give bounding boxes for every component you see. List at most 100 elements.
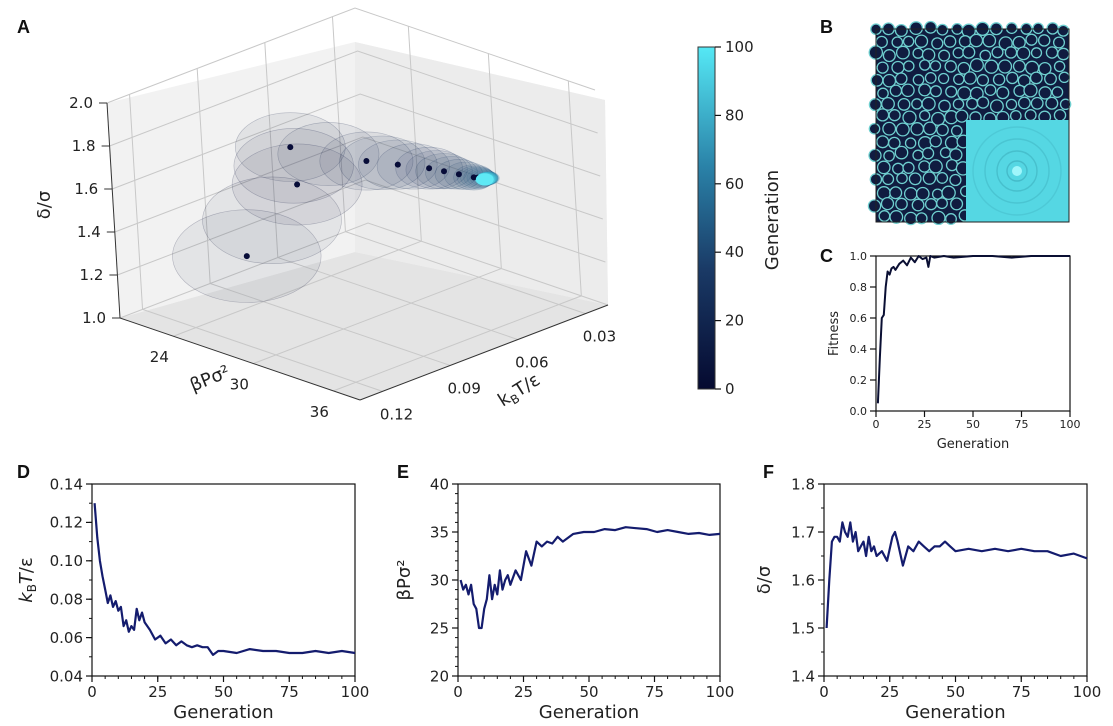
pattern-cell: [876, 61, 889, 74]
x-tick-label: 25: [880, 683, 899, 701]
panel-d-temperature-plot: 0 25 50 75 100 0.04 0.06 0.08 0.10 0.12 0.14 Genera…: [16, 475, 369, 723]
pattern-cell: [895, 45, 910, 60]
pattern-cell: [895, 122, 910, 137]
mean-point: [287, 144, 294, 151]
pattern-cell: [924, 20, 938, 34]
pattern-cell: [912, 74, 925, 86]
x-tick-label: 100: [341, 683, 370, 701]
y-tick-label: 30: [430, 571, 449, 589]
pattern-cell: [889, 186, 903, 200]
fft-ring: [996, 150, 1038, 192]
x-tick-label: 75: [645, 683, 664, 701]
y-tick-label: 0.08: [50, 590, 83, 608]
pattern-cell: [929, 134, 942, 148]
x-tick-label: 0: [87, 683, 97, 701]
panel-label-d: D: [17, 462, 30, 482]
colorbar-tick-label: 80: [725, 106, 744, 124]
x-tick-label: 75: [1012, 683, 1031, 701]
x-tick-label: 75: [1015, 418, 1029, 431]
plot-frame-f: [823, 483, 1088, 677]
grid-line-z: [112, 93, 601, 190]
pattern-cell: [944, 60, 957, 73]
pattern-cell: [939, 146, 952, 159]
y-tick-label: 30: [230, 376, 249, 394]
pattern-cell: [957, 86, 972, 101]
grid-line-z: [119, 222, 609, 319]
pattern-cell: [931, 210, 946, 226]
grid-line-z: [114, 136, 603, 233]
panel-e-pressure-plot: 0 25 50 75 100 20 25 30 35 40 Generation βPσ²: [394, 475, 734, 723]
pattern-cell: [912, 47, 924, 59]
pattern-cell: [1038, 86, 1052, 100]
y-tick-label: 1.4: [791, 667, 815, 685]
pattern-cell: [976, 74, 990, 87]
pattern-cell: [902, 110, 917, 125]
pattern-cell: [1032, 22, 1045, 35]
pattern-cell: [895, 197, 908, 211]
pattern-cell: [924, 71, 937, 84]
pattern-cell: [914, 34, 929, 48]
pattern-cell: [911, 98, 923, 110]
pattern-cell: [921, 147, 935, 160]
mean-point: [363, 158, 370, 164]
pattern-cell: [1004, 46, 1018, 59]
y-axis-label-part: B: [25, 584, 39, 592]
uncertainty-ellipsoid: [202, 176, 342, 264]
pattern-cell: [918, 160, 931, 173]
pattern-cell: [882, 173, 895, 186]
panel-label-a: A: [17, 17, 30, 37]
x-tick-label: 25: [918, 418, 932, 431]
pattern-cell: [936, 197, 948, 210]
grid-line-z: [109, 50, 598, 147]
y-tick-label: 1.6: [791, 571, 815, 589]
pattern-cell: [915, 186, 930, 201]
mean-point: [294, 181, 301, 188]
pattern-cell: [1045, 46, 1059, 59]
pattern-cell: [996, 86, 1010, 100]
x-axis-label: Generation: [539, 702, 639, 723]
colorbar-tick-label: 100: [725, 38, 754, 56]
panel-a-3d-plot: 1.0 1.2 1.4 1.6 1.8 2.0 24 30 36 0.03 0.06 0.09 0.12…: [34, 7, 616, 423]
pattern-cell: [919, 109, 931, 122]
pattern-cell: [889, 84, 903, 97]
x-axis-label: Generation: [937, 437, 1010, 452]
y-tick-label: 36: [310, 403, 329, 421]
pattern-cell: [929, 85, 942, 98]
uncertainty-ellipsoid: [233, 128, 354, 204]
pattern-cell: [969, 58, 984, 73]
mean-point: [455, 171, 462, 178]
panel-c-fitness-plot: 0 25 50 75 100 0.0 0.2 0.4 0.6 0.8 1.0 Generation Fi…: [827, 250, 1081, 452]
pattern-cell: [889, 210, 904, 224]
pattern-cell: [938, 99, 951, 113]
pattern-cell: [868, 98, 882, 112]
x-tick-label: 0.06: [515, 354, 548, 372]
pattern-cell: [1051, 86, 1064, 98]
pattern-cell: [894, 72, 908, 86]
y-axis-label-part: /ε: [16, 557, 37, 573]
z-tick-label: 1.0: [82, 309, 106, 327]
pattern-cell: [1012, 59, 1026, 73]
pattern-cell: [944, 135, 959, 150]
fft-ring: [984, 138, 1050, 204]
pattern-cell: [931, 37, 944, 50]
x-tick-label: 0.09: [447, 379, 480, 397]
y-tick-label: 1.7: [791, 523, 815, 541]
pattern-cell: [1017, 96, 1031, 110]
pattern-cell: [1058, 71, 1071, 84]
pattern-cell: [945, 213, 957, 225]
y-tick-label: 0.4: [850, 343, 868, 356]
z-tick-label: 1.8: [72, 137, 96, 155]
pattern-cell: [894, 23, 908, 38]
colorbar-tick-label: 60: [725, 175, 744, 193]
pattern-cell: [877, 87, 889, 100]
y-tick-label: 0.2: [850, 374, 868, 387]
y-axis-label: βPσ²: [187, 361, 233, 396]
x-tick-label: 0.03: [583, 328, 616, 346]
pattern-cell: [868, 148, 882, 163]
pattern-cell: [924, 198, 938, 211]
z-axis-line: [106, 102, 121, 319]
pattern-cell: [867, 199, 882, 213]
y-axis-line: [119, 317, 361, 401]
pattern-cell: [962, 45, 976, 59]
y-tick-label: 0.06: [50, 629, 83, 647]
